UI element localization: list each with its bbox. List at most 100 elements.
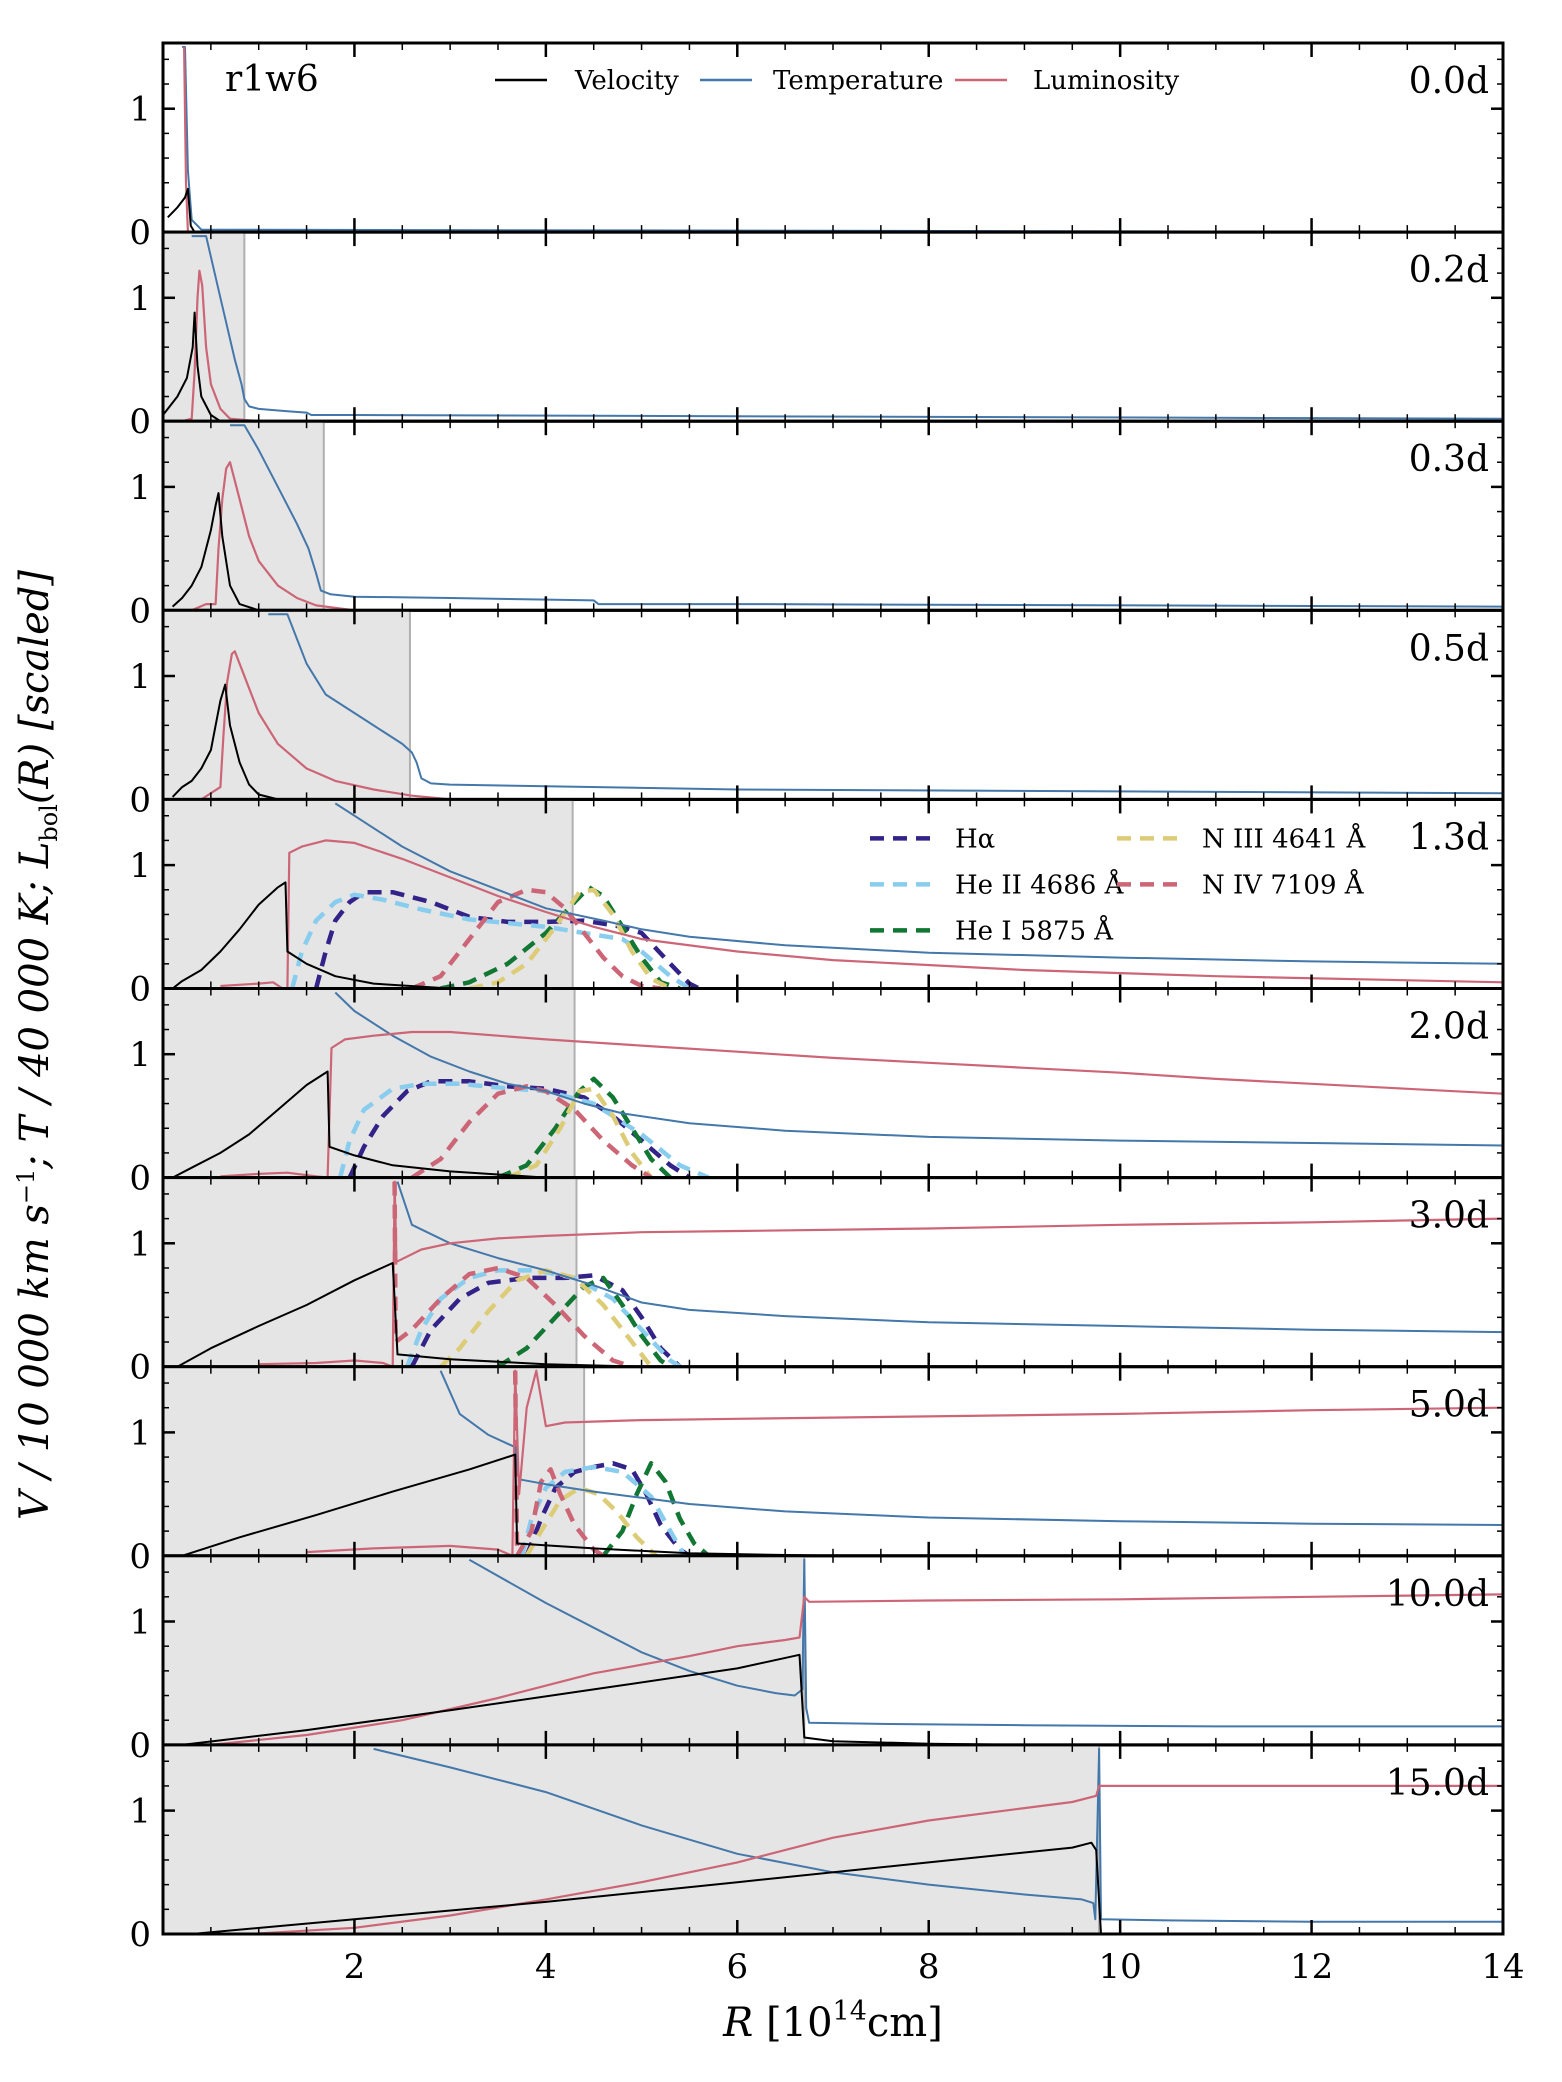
velocity-curve bbox=[167, 187, 1503, 233]
x-axis-post: cm] bbox=[867, 2000, 943, 2046]
y-tick-label: 1 bbox=[129, 1603, 151, 1643]
luminosity-curve bbox=[181, 269, 1503, 422]
panel-0.3d: 0 1 0.3d bbox=[129, 419, 1505, 631]
luminosity-curve bbox=[191, 461, 1503, 611]
velocity-curve bbox=[163, 311, 1503, 422]
velocity-curve bbox=[171, 683, 1503, 800]
panel-curves bbox=[176, 1180, 1503, 1367]
y-tick-label: 0 bbox=[129, 780, 151, 820]
luminosity-curve bbox=[306, 1369, 1503, 1556]
velocity-curve bbox=[171, 881, 1503, 989]
line-profile-niv bbox=[512, 1370, 605, 1556]
x-axis-pre: [10 bbox=[753, 2000, 832, 2046]
y-tick-label: 0 bbox=[129, 1537, 151, 1577]
panel-0.5d: 0 1 0.5d bbox=[129, 608, 1505, 820]
panel-curves bbox=[171, 802, 1503, 989]
temperature-curve bbox=[334, 802, 1503, 965]
y-axis-part-b-sub: bol bbox=[35, 804, 63, 842]
legend-entry-niv: N IV 7109 Å bbox=[1117, 868, 1365, 900]
line-profile-niii bbox=[468, 887, 672, 989]
shaded-region bbox=[163, 232, 245, 422]
main-legend: Velocity Temperature Luminosity bbox=[495, 66, 1179, 96]
legend-entry-niii: N III 4641 Å bbox=[1117, 822, 1367, 854]
panel-curves bbox=[191, 1747, 1503, 1935]
velocity-curve bbox=[191, 1841, 1503, 1935]
panel-3.0d: 0 1 3.0d bbox=[129, 1176, 1505, 1388]
panel-time-label: 15.0d bbox=[1386, 1763, 1489, 1804]
panel-frame bbox=[161, 230, 1505, 423]
y-tick-label: 1 bbox=[129, 1035, 151, 1075]
line-profile-heii bbox=[290, 892, 691, 989]
y-tick-label: 1 bbox=[129, 468, 151, 508]
panel-curves bbox=[181, 1369, 1503, 1556]
legend-entry-temperature: Temperature bbox=[700, 66, 943, 96]
y-tick-label: 1 bbox=[129, 1413, 151, 1453]
legend-label-heii: He II 4686 Å bbox=[955, 868, 1125, 900]
y-axis-part-a: V / 10 000 km s bbox=[12, 1204, 58, 1520]
line-profile-niv bbox=[411, 887, 661, 989]
y-tick-label: 1 bbox=[129, 279, 151, 319]
y-axis-part-b: ; T / 40 000 K; L bbox=[12, 842, 58, 1170]
panel-time-label: 5.0d bbox=[1409, 1385, 1489, 1426]
line-profile-hei bbox=[601, 1461, 711, 1556]
x-axis-exp: 14 bbox=[833, 1996, 867, 2027]
line-profile-hei bbox=[496, 1275, 672, 1367]
legend-label-velocity: Velocity bbox=[574, 66, 679, 96]
temperature-curve bbox=[191, 235, 1503, 420]
panel-frame bbox=[161, 419, 1505, 612]
temperature-curve bbox=[334, 991, 1503, 1147]
legend-label-temperature: Temperature bbox=[773, 66, 943, 96]
y-tick-label: 0 bbox=[129, 1915, 151, 1955]
y-tick-label: 1 bbox=[129, 1792, 151, 1832]
y-tick-label: 0 bbox=[129, 402, 151, 442]
luminosity-curve bbox=[200, 650, 1503, 800]
x-tick-label: 4 bbox=[535, 1947, 557, 1987]
y-axis-part-a-exp: −1 bbox=[12, 1169, 40, 1204]
axis-labels: R [1014cm] V / 10 000 km s−1; T / 40 000… bbox=[12, 570, 943, 2046]
legend-label-halpha: Hα bbox=[955, 824, 995, 854]
panel-15.0d: 0 1 15.0d 2 4 6 8 10 12 14 bbox=[129, 1743, 1525, 1987]
line-profile-niii bbox=[506, 1086, 653, 1178]
panel-time-label: 1.3d bbox=[1409, 817, 1489, 858]
x-tick-label: 14 bbox=[1481, 1947, 1524, 1987]
luminosity-curve bbox=[249, 1784, 1503, 1935]
line-profile-niv bbox=[410, 1084, 653, 1178]
velocity-curve bbox=[176, 1262, 1503, 1367]
panels-layer: 010.0dr1w6010.2d010.3d010.5d011.3d012.0d… bbox=[129, 41, 1525, 1987]
panel-time-label: 3.0d bbox=[1409, 1196, 1489, 1237]
model-label: r1w6 bbox=[225, 59, 319, 100]
panel-0.2d: 0 1 0.2d bbox=[129, 230, 1505, 442]
legend-entry-luminosity: Luminosity bbox=[955, 66, 1179, 96]
legend-label-niii: N III 4641 Å bbox=[1202, 822, 1367, 854]
y-axis-part-c: (R) [scaled] bbox=[12, 570, 58, 804]
y-tick-label: 1 bbox=[129, 846, 151, 886]
panel-time-label: 0.3d bbox=[1409, 439, 1489, 480]
y-tick-label: 0 bbox=[129, 970, 151, 1010]
y-tick-label: 0 bbox=[129, 213, 151, 253]
panel-5.0d: 0 1 5.0d bbox=[129, 1365, 1505, 1577]
legend-label-niv: N IV 7109 Å bbox=[1202, 868, 1365, 900]
shaded-region bbox=[163, 1744, 1100, 1934]
legend-label-luminosity: Luminosity bbox=[1033, 66, 1179, 96]
line-legend: Hα He II 4686 Å He I 5875 Å N III 4641 Å N I… bbox=[870, 822, 1367, 946]
panel-1.3d: 0 1 1.3d bbox=[129, 797, 1505, 1010]
panel-2.0d: 0 1 2.0d bbox=[129, 987, 1505, 1199]
y-tick-label: 1 bbox=[129, 657, 151, 697]
x-tick-label: 6 bbox=[726, 1947, 748, 1987]
panel-10.0d: 0 1 10.0d bbox=[129, 1554, 1505, 1766]
temperature-curve bbox=[268, 613, 1503, 795]
legend-entry-halpha: Hα bbox=[870, 824, 995, 854]
line-profile-hei bbox=[497, 1076, 672, 1178]
line-profile-halpha bbox=[524, 1461, 691, 1556]
temperature-curve bbox=[373, 1747, 1503, 1923]
x-tick-label: 10 bbox=[1099, 1947, 1142, 1987]
x-axis-var: R bbox=[722, 2000, 753, 2046]
y-tick-label: 1 bbox=[129, 90, 151, 130]
y-tick-label: 0 bbox=[129, 591, 151, 631]
temperature-curve bbox=[468, 1558, 1503, 1728]
legend-entry-velocity: Velocity bbox=[495, 66, 679, 96]
legend-label-hei: He I 5875 Å bbox=[955, 914, 1114, 946]
line-profile-heii bbox=[337, 1081, 710, 1178]
line-profile-hei bbox=[440, 885, 681, 989]
